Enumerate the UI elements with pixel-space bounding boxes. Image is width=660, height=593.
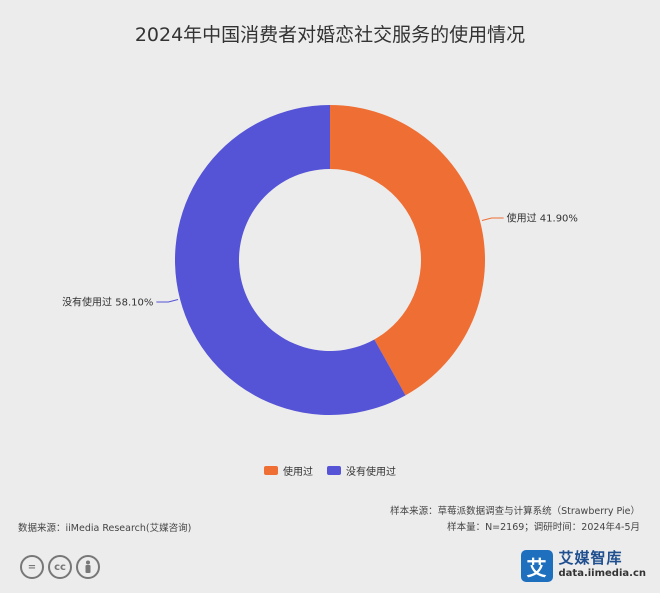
legend-swatch-not-used [327,466,341,475]
slice-used[interactable] [330,105,485,396]
chart-title: 2024年中国消费者对婚恋社交服务的使用情况 [134,24,526,46]
brand-url[interactable]: data.iimedia.cn [558,568,646,579]
license-icons: = cc [20,555,100,579]
data-label-used: 使用过 41.90% [507,211,578,224]
brand-logo: 艾 [520,550,553,582]
chart-legend: 使用过 没有使用过 [0,463,660,478]
cc-icon: cc [48,555,72,579]
legend-item-used[interactable]: 使用过 [264,463,313,478]
brand: 艾 艾媒智库 data.iimedia.cn [520,549,646,582]
legend-label-used: 使用过 [283,467,313,478]
person-icon [76,555,100,579]
leader-line-not-used [156,299,179,303]
legend-item-not-used[interactable]: 没有使用过 [327,463,396,478]
equals-icon: = [20,555,44,579]
data-label-not-used: 没有使用过 58.10% [62,296,153,309]
brand-name: 艾媒智库 [558,549,623,567]
data-source: 数据来源：iiMedia Research(艾媒咨询) [18,523,192,534]
sample-info: 样本来源：草莓派数据调查与计算系统（Strawberry Pie） 样本量：N=… [390,504,640,536]
sample-size: 样本量：N=2169；调研时间：2024年4-5月 [447,522,640,533]
legend-swatch-used [264,466,278,475]
leader-line-used [481,217,504,221]
legend-label-not-used: 没有使用过 [346,467,396,478]
sample-source: 样本来源：草莓派数据调查与计算系统（Strawberry Pie） [390,506,640,517]
slice-not-used[interactable] [174,105,406,416]
